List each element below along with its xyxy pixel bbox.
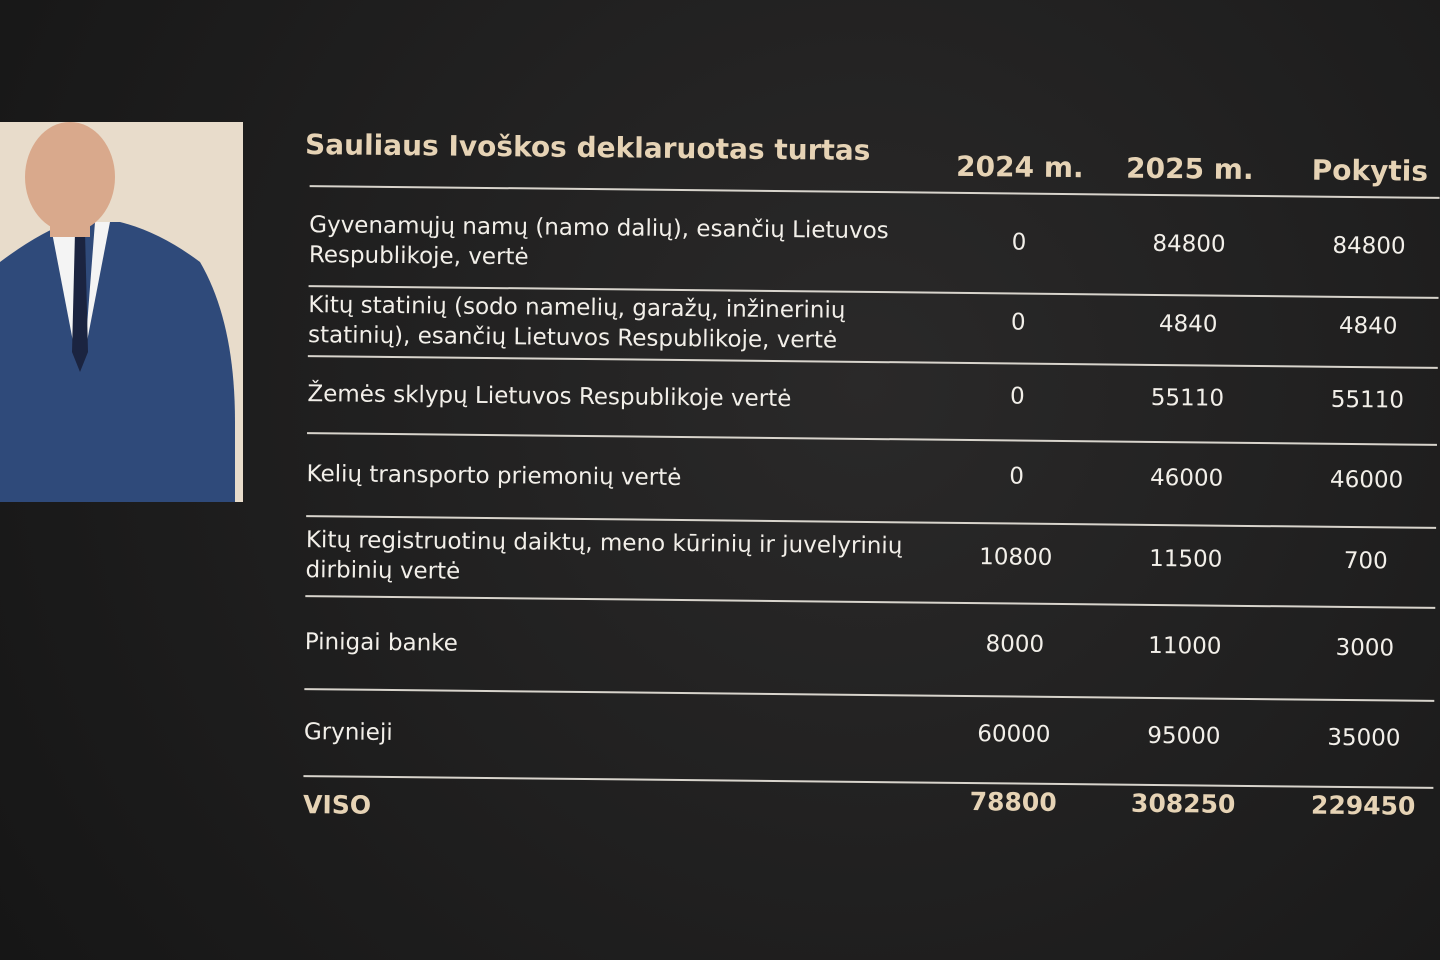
value-cell: 55110	[1330, 386, 1405, 414]
value-cell: 35000	[1327, 724, 1401, 752]
column-header: 2025 m.	[1125, 151, 1254, 186]
value-cell: 11000	[1148, 632, 1222, 660]
row-separator	[303, 775, 1434, 789]
total-label: VISO	[302, 790, 372, 820]
value-cell: 46000	[1329, 466, 1404, 494]
row-label: Pinigai banke	[304, 628, 459, 657]
value-cell: 95000	[1147, 722, 1221, 750]
total-value: 78800	[969, 787, 1057, 817]
value-cell: 4840	[1158, 311, 1218, 338]
row-label: Kelių transporto priemonių vertė	[306, 460, 682, 491]
value-cell: 3000	[1335, 634, 1395, 661]
value-cell: 0	[1010, 309, 1026, 336]
row-label: Gyvenamųjų namų (namo dalių), esančių Li…	[308, 212, 889, 271]
total-value: 229450	[1310, 790, 1416, 821]
value-cell: 46000	[1149, 464, 1224, 492]
value-cell: 4840	[1338, 312, 1398, 340]
row-separator	[307, 432, 1437, 446]
value-cell: 84800	[1332, 232, 1406, 260]
value-cell: 8000	[985, 630, 1045, 658]
value-cell: 55110	[1150, 384, 1225, 412]
row-separator	[309, 185, 1440, 199]
portrait	[0, 122, 243, 502]
row-separator	[305, 595, 1436, 609]
row-label: Kitų registruotinų daiktų, meno kūrinių …	[305, 527, 903, 585]
value-cell: 700	[1343, 547, 1388, 575]
row-separator	[307, 355, 1438, 369]
column-header: 2024 m.	[955, 149, 1084, 185]
row-label: Žemės sklypų Lietuvos Respublikoje vertė	[307, 380, 792, 412]
value-cell: 0	[1011, 229, 1027, 256]
value-cell: 11500	[1149, 545, 1223, 573]
table-title: Sauliaus Ivoškos deklaruotas turtas	[304, 128, 871, 167]
row-separator	[304, 688, 1435, 702]
total-value: 308250	[1130, 788, 1236, 819]
value-cell: 84800	[1152, 230, 1226, 258]
value-cell: 10800	[979, 544, 1053, 571]
value-cell: 60000	[977, 720, 1051, 748]
row-label: Kitų statinių (sodo namelių, garažų, inž…	[307, 292, 846, 354]
row-label: Grynieji	[303, 718, 393, 746]
column-header: Pokytis	[1311, 153, 1429, 188]
value-cell: 0	[1009, 462, 1025, 490]
value-cell: 0	[1009, 382, 1025, 410]
